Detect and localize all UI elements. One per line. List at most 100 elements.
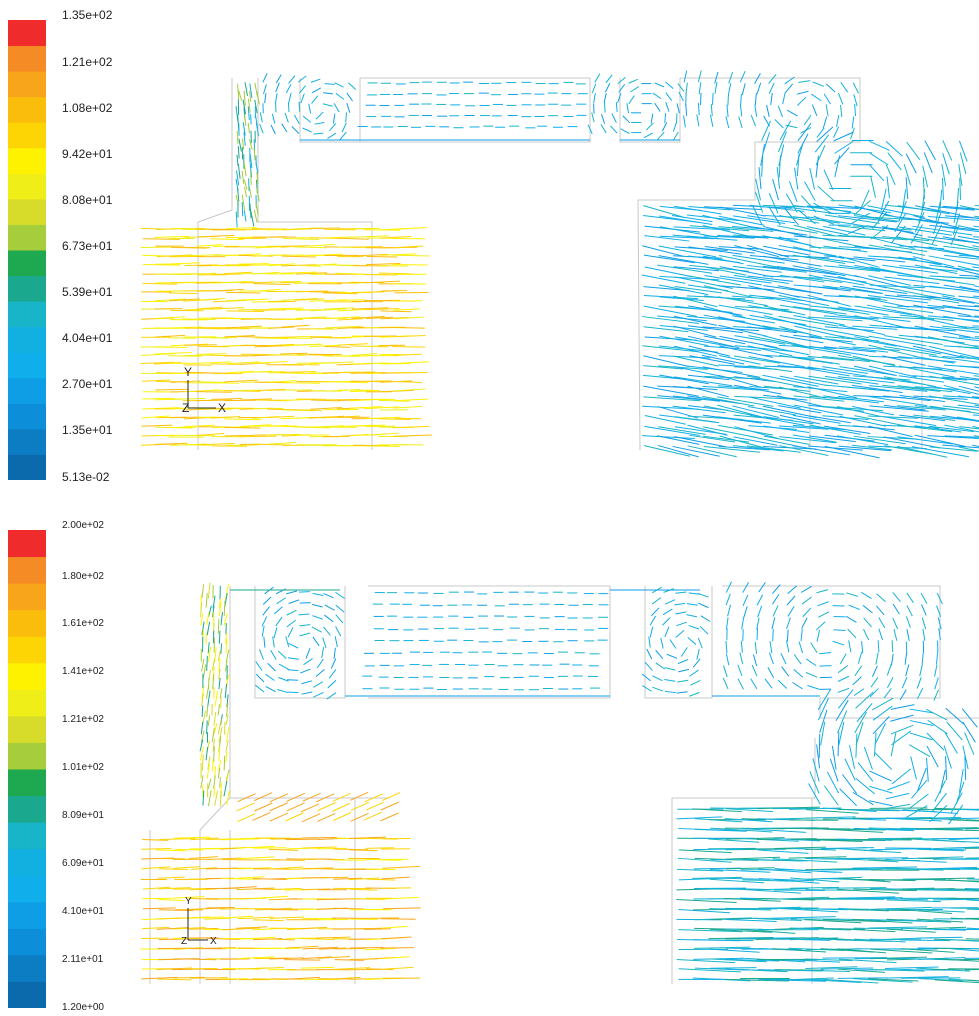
legend-label: 1.08e+02 <box>62 101 113 115</box>
velocity-vector <box>222 859 256 861</box>
velocity-vector <box>805 658 817 667</box>
velocity-vector <box>787 585 798 594</box>
velocity-vector <box>363 811 383 821</box>
velocity-vector <box>742 879 795 882</box>
velocity-vector <box>254 895 288 899</box>
velocity-vector <box>642 345 700 353</box>
velocity-vector <box>610 125 618 134</box>
velocity-vector <box>838 335 897 347</box>
velocity-vector <box>650 113 654 124</box>
velocity-vector <box>821 847 875 850</box>
velocity-vector <box>867 205 925 218</box>
velocity-vector <box>823 785 839 806</box>
velocity-vector <box>853 688 865 697</box>
velocity-vector <box>918 838 979 843</box>
velocity-vector <box>643 132 654 139</box>
velocity-vector <box>838 721 845 746</box>
velocity-vector <box>142 397 175 400</box>
velocity-vector <box>777 105 784 118</box>
velocity-vector <box>929 325 979 333</box>
velocity-vector <box>897 405 946 411</box>
velocity-vector <box>747 225 808 236</box>
velocity-vector <box>658 255 709 265</box>
velocity-vector <box>897 385 953 393</box>
velocity-vector <box>929 405 979 414</box>
velocity-vector <box>836 435 889 446</box>
velocity-vector <box>645 122 654 131</box>
velocity-vector <box>365 307 400 311</box>
velocity-vector <box>687 335 740 349</box>
velocity-vector <box>862 605 873 614</box>
velocity-vector <box>293 114 300 125</box>
velocity-vector <box>672 445 720 457</box>
velocity-vector <box>674 336 734 348</box>
velocity-vector <box>334 636 338 648</box>
velocity-vector <box>348 82 357 90</box>
velocity-vector <box>244 82 249 96</box>
velocity-vector <box>333 103 340 113</box>
velocity-vector <box>923 152 933 174</box>
velocity-vector <box>626 103 630 114</box>
velocity-vector <box>905 177 909 200</box>
velocity-vector <box>221 915 254 919</box>
velocity-vector <box>851 405 894 416</box>
velocity-vector <box>839 285 884 294</box>
velocity-vector <box>675 113 678 124</box>
velocity-vector <box>675 591 687 594</box>
velocity-vector <box>749 414 805 426</box>
velocity-vector <box>243 179 248 190</box>
velocity-vector <box>933 857 979 860</box>
velocity-vector <box>917 877 975 880</box>
velocity-vector <box>974 386 979 389</box>
velocity-vector <box>714 71 719 84</box>
velocity-vector <box>270 837 303 840</box>
velocity-vector <box>702 395 755 407</box>
velocity-vector <box>834 141 854 154</box>
velocity-vector <box>882 226 923 237</box>
velocity-vector <box>964 979 979 982</box>
velocity-vector <box>739 70 746 83</box>
velocity-vector <box>892 603 900 615</box>
velocity-vector <box>212 674 215 690</box>
velocity-vector <box>838 817 887 821</box>
velocity-vector <box>207 647 212 662</box>
velocity-vector <box>944 265 979 275</box>
velocity-vector <box>337 326 364 329</box>
velocity-vector <box>643 355 689 368</box>
velocity-vector <box>763 305 806 316</box>
velocity-vector <box>654 82 665 88</box>
velocity-vector <box>819 709 828 733</box>
velocity-vector <box>855 722 864 746</box>
velocity-vector <box>898 356 957 363</box>
colorbar-swatch <box>8 822 46 850</box>
colorbar-swatch <box>8 556 46 584</box>
velocity-vector <box>853 94 858 107</box>
velocity-vector <box>837 968 886 973</box>
velocity-vector <box>931 792 947 813</box>
velocity-vector <box>737 664 743 677</box>
velocity-vector <box>170 416 198 419</box>
velocity-vector <box>392 245 424 249</box>
velocity-vector <box>814 134 830 153</box>
velocity-vector <box>757 859 808 862</box>
velocity-vector <box>770 93 773 106</box>
velocity-vector <box>712 92 714 105</box>
velocity-vector <box>725 116 730 129</box>
velocity-vector <box>804 181 816 201</box>
velocity-vector <box>811 104 818 116</box>
velocity-vector <box>324 345 351 348</box>
legend-label: 4.10e+01 <box>62 906 104 917</box>
velocity-vector <box>221 838 259 841</box>
velocity-vector <box>169 298 200 302</box>
velocity-vector <box>899 689 907 701</box>
velocity-vector <box>941 295 979 304</box>
velocity-vector <box>218 668 221 680</box>
velocity-vector <box>252 263 283 266</box>
velocity-vector <box>262 596 272 605</box>
velocity-vector <box>912 225 973 236</box>
velocity-vector <box>323 626 331 636</box>
velocity-vector <box>285 83 292 94</box>
velocity-vector <box>247 98 251 113</box>
velocity-vector <box>898 226 952 236</box>
velocity-vector <box>184 264 218 266</box>
